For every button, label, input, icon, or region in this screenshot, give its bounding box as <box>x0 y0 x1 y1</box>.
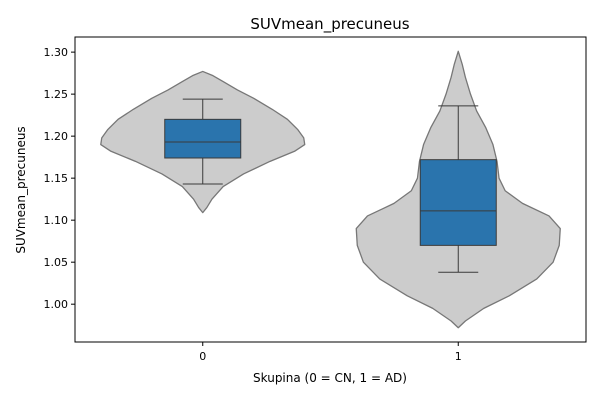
y-tick-label: 1.20 <box>44 130 69 143</box>
y-tick-label: 1.25 <box>44 88 69 101</box>
violin-group-0 <box>100 70 306 214</box>
iqr-box-1 <box>419 159 497 246</box>
plot-area <box>100 50 561 329</box>
y-axis: 1.00 1.05 1.10 1.15 1.20 1.25 1.30 <box>44 46 75 311</box>
violin-group-1 <box>355 50 561 329</box>
y-tick-label: 1.15 <box>44 172 69 185</box>
x-tick-label: 1 <box>455 350 462 363</box>
x-tick-label: 0 <box>199 350 206 363</box>
y-tick-label: 1.00 <box>44 298 69 311</box>
y-tick-label: 1.10 <box>44 214 69 227</box>
y-tick-label: 1.05 <box>44 256 69 269</box>
y-axis-label: SUVmean_precuneus <box>14 126 28 253</box>
iqr-box-0 <box>164 118 242 159</box>
y-tick-label: 1.30 <box>44 46 69 59</box>
plot-frame <box>74 36 587 343</box>
chart-title: SUVmean_precuneus <box>250 15 409 34</box>
x-axis-label: Skupina (0 = CN, 1 = AD) <box>253 371 407 385</box>
